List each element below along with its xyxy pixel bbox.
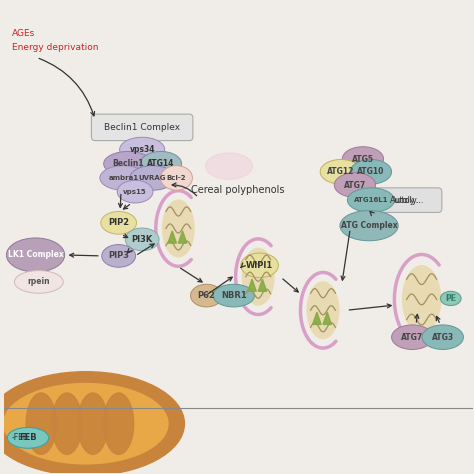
Text: Beclin1: Beclin1 xyxy=(112,159,144,168)
Ellipse shape xyxy=(0,372,184,474)
Text: Autoly...: Autoly... xyxy=(391,196,424,205)
Ellipse shape xyxy=(206,153,253,179)
Ellipse shape xyxy=(104,393,134,455)
Ellipse shape xyxy=(14,271,63,293)
Polygon shape xyxy=(323,312,331,324)
Ellipse shape xyxy=(78,393,108,455)
Text: PE: PE xyxy=(445,294,456,303)
Ellipse shape xyxy=(100,165,147,190)
Ellipse shape xyxy=(347,188,394,212)
Text: WIPI1: WIPI1 xyxy=(246,261,273,270)
Text: PIP2: PIP2 xyxy=(108,219,129,228)
Text: AGEs: AGEs xyxy=(12,29,35,38)
Text: PI3K: PI3K xyxy=(131,235,153,244)
Polygon shape xyxy=(313,312,321,324)
Ellipse shape xyxy=(101,211,137,234)
Text: Autoly...: Autoly... xyxy=(390,196,422,205)
Ellipse shape xyxy=(7,238,64,272)
Text: ATG3: ATG3 xyxy=(432,333,454,342)
Text: ATG12: ATG12 xyxy=(327,167,355,176)
Text: vps34: vps34 xyxy=(129,145,155,154)
Text: Cereal polyphenols: Cereal polyphenols xyxy=(191,185,285,195)
Text: LK1 Complex: LK1 Complex xyxy=(8,250,64,259)
Ellipse shape xyxy=(340,210,398,241)
Ellipse shape xyxy=(241,253,278,278)
Ellipse shape xyxy=(350,159,392,184)
Text: UVRAG: UVRAG xyxy=(139,175,166,181)
Polygon shape xyxy=(258,279,267,292)
Ellipse shape xyxy=(117,180,153,203)
Ellipse shape xyxy=(140,152,182,176)
Text: PE: PE xyxy=(446,294,456,303)
Ellipse shape xyxy=(102,245,136,267)
Ellipse shape xyxy=(125,228,159,251)
Text: ATG7: ATG7 xyxy=(401,333,423,342)
Text: ATG7: ATG7 xyxy=(344,181,366,190)
Ellipse shape xyxy=(26,393,56,455)
Ellipse shape xyxy=(440,292,461,306)
Text: ambra1: ambra1 xyxy=(108,175,138,181)
Ellipse shape xyxy=(342,147,383,171)
Text: FEB: FEB xyxy=(19,433,37,442)
Ellipse shape xyxy=(130,165,175,190)
Ellipse shape xyxy=(52,393,82,455)
Text: -FEB: -FEB xyxy=(12,433,29,442)
Ellipse shape xyxy=(392,325,433,349)
Text: ATG10: ATG10 xyxy=(357,167,384,176)
Ellipse shape xyxy=(242,248,274,305)
Ellipse shape xyxy=(104,152,153,176)
Polygon shape xyxy=(248,279,256,292)
Text: ATG Complex: ATG Complex xyxy=(341,221,397,230)
Ellipse shape xyxy=(161,165,192,190)
Text: Energy deprivation: Energy deprivation xyxy=(12,44,99,53)
FancyBboxPatch shape xyxy=(91,114,193,141)
Ellipse shape xyxy=(402,266,441,333)
Ellipse shape xyxy=(320,159,362,184)
Polygon shape xyxy=(168,231,176,243)
Text: P62: P62 xyxy=(198,291,216,300)
Text: ATG16L1: ATG16L1 xyxy=(354,197,388,203)
Ellipse shape xyxy=(334,173,375,197)
Text: vps15: vps15 xyxy=(123,189,147,195)
Ellipse shape xyxy=(307,282,339,338)
Ellipse shape xyxy=(163,200,194,257)
Text: PIP3: PIP3 xyxy=(108,251,129,260)
Polygon shape xyxy=(178,231,187,243)
Text: Bcl-2: Bcl-2 xyxy=(167,175,186,181)
Ellipse shape xyxy=(191,284,222,307)
Text: ATG5: ATG5 xyxy=(352,155,374,164)
Text: Beclin1 Complex: Beclin1 Complex xyxy=(104,123,180,132)
Text: NBR1: NBR1 xyxy=(221,291,246,300)
Ellipse shape xyxy=(119,137,164,162)
Ellipse shape xyxy=(8,428,49,448)
Text: ATG14: ATG14 xyxy=(147,159,174,168)
Ellipse shape xyxy=(422,325,464,349)
Text: rpein: rpein xyxy=(27,277,50,286)
Ellipse shape xyxy=(4,383,168,464)
FancyBboxPatch shape xyxy=(373,188,442,212)
Ellipse shape xyxy=(213,284,255,307)
